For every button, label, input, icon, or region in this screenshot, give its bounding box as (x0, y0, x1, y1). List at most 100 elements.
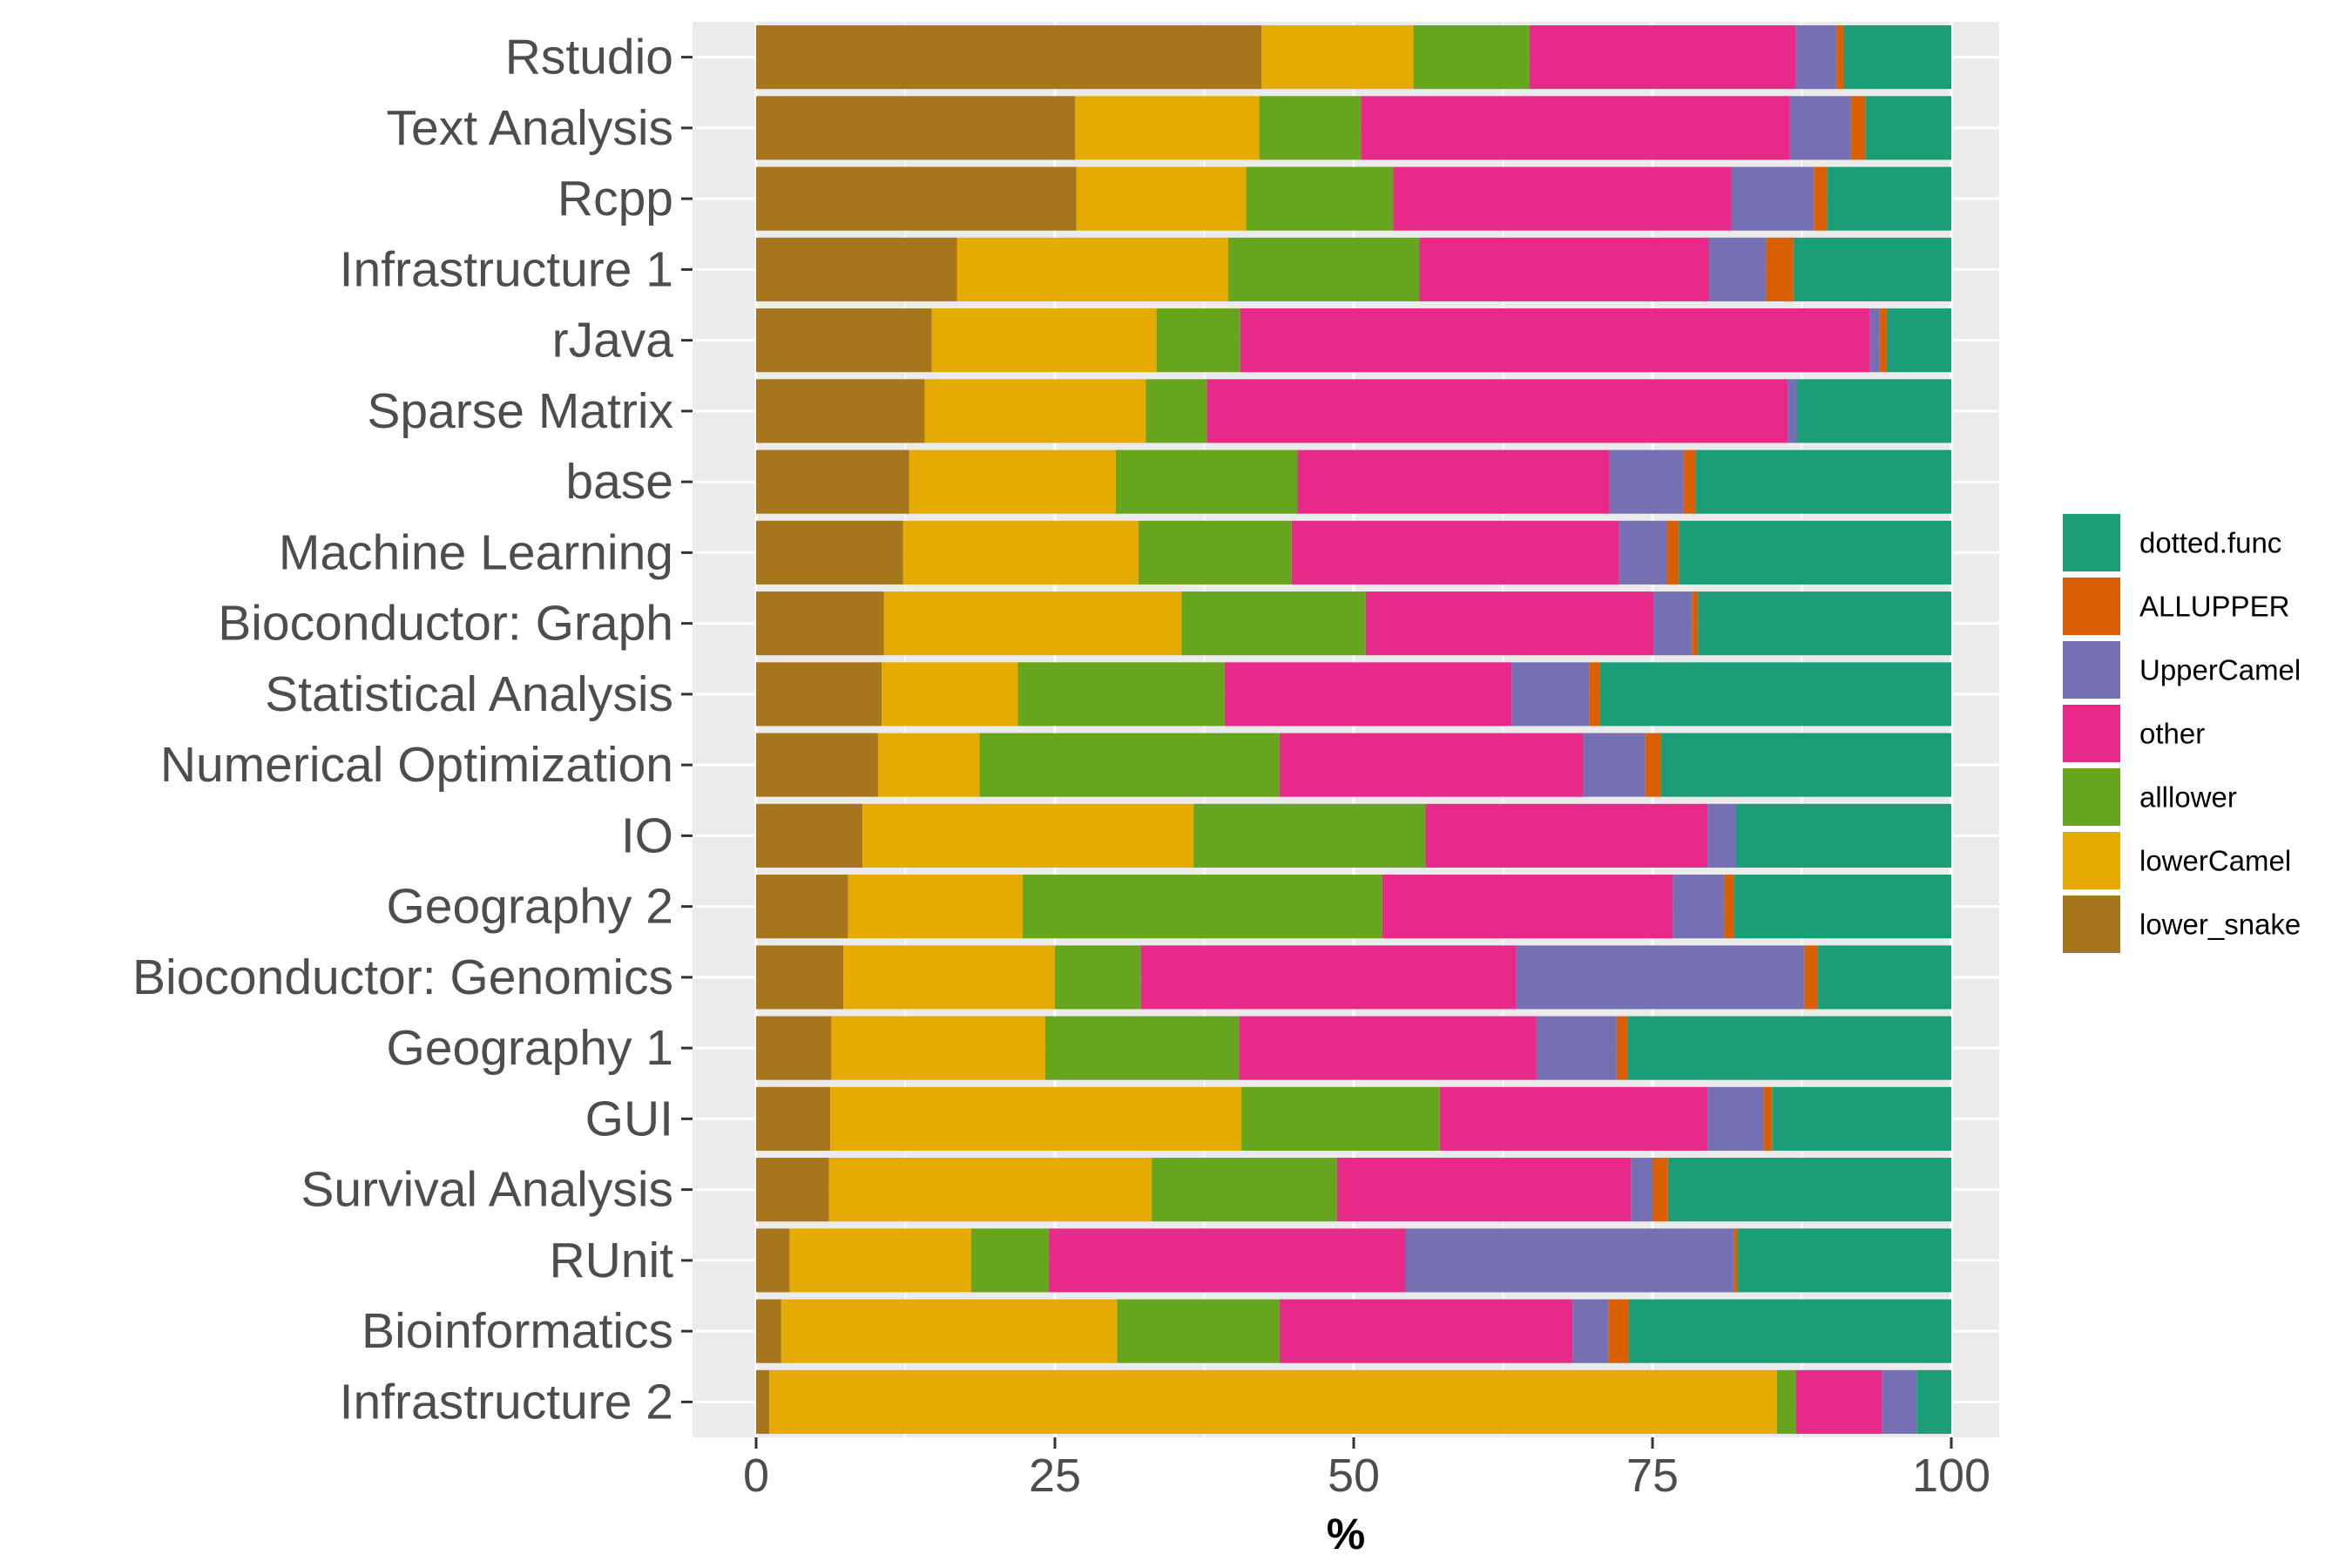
bar-segment (781, 1299, 1118, 1363)
bar-segment (1227, 237, 1420, 301)
bar-segment (1631, 1158, 1652, 1222)
legend-label: lower_snake (2139, 909, 2301, 941)
legend-label: alllower (2139, 781, 2237, 814)
y-tick-label: Bioconductor: Graph (218, 596, 673, 652)
bar-segment (830, 1086, 1242, 1151)
y-tick-label: Bioconductor: Genomics (132, 950, 673, 1005)
bar-segment (1511, 662, 1590, 727)
bar-segment (756, 1228, 790, 1293)
bar-segment (1206, 379, 1788, 443)
y-tick-label: Statistical Analysis (265, 666, 673, 722)
bar-segment (756, 1016, 832, 1080)
bar-segment (1516, 945, 1805, 1010)
bar-segment (1652, 1158, 1668, 1222)
bar-segment (1240, 308, 1870, 373)
bar-segment (1224, 662, 1512, 727)
x-tick-label: 25 (1029, 1450, 1081, 1502)
bar-segment (1707, 803, 1737, 868)
bar-segment (877, 733, 980, 797)
bar-segment (931, 308, 1157, 373)
bar-segment (1795, 25, 1837, 90)
x-tick-label: 100 (1912, 1450, 1990, 1502)
bar-segment (756, 591, 884, 656)
bar-segment (828, 1158, 1152, 1222)
legend-key (2063, 705, 2120, 762)
bar-segment (1734, 1228, 1738, 1293)
bar-segment (1261, 25, 1414, 90)
bar-segment (1734, 875, 1951, 939)
bar-segment (1788, 379, 1798, 443)
y-tick-label: Numerical Optimization (160, 737, 673, 793)
bar-segment (756, 733, 878, 797)
bar-segment (1425, 803, 1708, 868)
legend-label: other (2139, 718, 2205, 750)
bar-segment (756, 25, 1262, 90)
bar-segment (1708, 237, 1767, 301)
bar-segment (1804, 945, 1818, 1010)
bar-segment (1139, 520, 1292, 585)
bar-segment (1793, 237, 1951, 301)
bar-segment (756, 1299, 781, 1363)
bar-segment (1707, 1086, 1764, 1151)
legend-label: lowerCamel (2139, 845, 2291, 877)
bar-segment (1291, 520, 1619, 585)
bar-segment (1627, 1016, 1951, 1080)
bar-segment (1737, 1228, 1951, 1293)
bar-segment (1673, 875, 1725, 939)
bar-segment (1916, 1369, 1951, 1434)
x-tick-label: 75 (1626, 1450, 1679, 1502)
bar-segment (1628, 1299, 1951, 1363)
bar-segment (1616, 1016, 1628, 1080)
bar-segment (1653, 591, 1693, 656)
bar-segment (1814, 166, 1828, 231)
bar-segment (769, 1369, 1777, 1434)
bar-segment (756, 520, 903, 585)
bar-segment (1117, 1299, 1280, 1363)
x-tick-label: 50 (1328, 1450, 1380, 1502)
legend-label: dotted.func (2139, 527, 2281, 559)
y-tick-label: Infrastructure 1 (340, 241, 673, 297)
bar-segment (1572, 1299, 1609, 1363)
bar-segment (1836, 25, 1844, 90)
bar-segment (1731, 166, 1815, 231)
bar-segment (956, 237, 1228, 301)
x-tick-label: 0 (743, 1450, 769, 1502)
bar-segment (1297, 449, 1610, 514)
bar-segment (1795, 1369, 1882, 1434)
legend-key (2063, 641, 2120, 699)
y-tick-label: Bioinformatics (362, 1303, 673, 1359)
bar-segment (1869, 308, 1880, 373)
bar-segment (1241, 1086, 1440, 1151)
bar-segment (1736, 803, 1951, 868)
y-tick-label: Rcpp (558, 171, 673, 226)
bar-segment (979, 733, 1280, 797)
y-tick-label: Geography 2 (386, 879, 673, 935)
bar-segment (756, 1369, 770, 1434)
y-tick-label: rJava (552, 313, 674, 368)
y-tick-label: Text Analysis (387, 100, 673, 156)
bar-segment (831, 1016, 1046, 1080)
y-tick-label: Survival Analysis (301, 1162, 673, 1218)
bar-segment (1246, 166, 1394, 231)
legend-key (2063, 896, 2120, 953)
bar-segment (1279, 1299, 1573, 1363)
y-tick-label: Geography 1 (386, 1020, 673, 1076)
bar-segment (1789, 96, 1851, 160)
y-axis: Rstudio Text Analysis Rcpp Infrastructure 1… (132, 30, 693, 1429)
x-axis-title: % (1327, 1510, 1365, 1558)
bar-segment (1817, 945, 1951, 1010)
bar-segment (1660, 733, 1951, 797)
bar-segment (1439, 1086, 1708, 1151)
bar-segment (924, 379, 1146, 443)
bar-segment (1365, 591, 1654, 656)
bar-segment (1022, 875, 1382, 939)
bar-segment (756, 96, 1076, 160)
bar-segment (883, 591, 1182, 656)
bar-segment (1724, 875, 1734, 939)
bar-segment (1536, 1016, 1617, 1080)
bar-segment (1529, 25, 1796, 90)
bars (756, 25, 1951, 1434)
bar-segment (848, 875, 1023, 939)
bar-segment (902, 520, 1139, 585)
